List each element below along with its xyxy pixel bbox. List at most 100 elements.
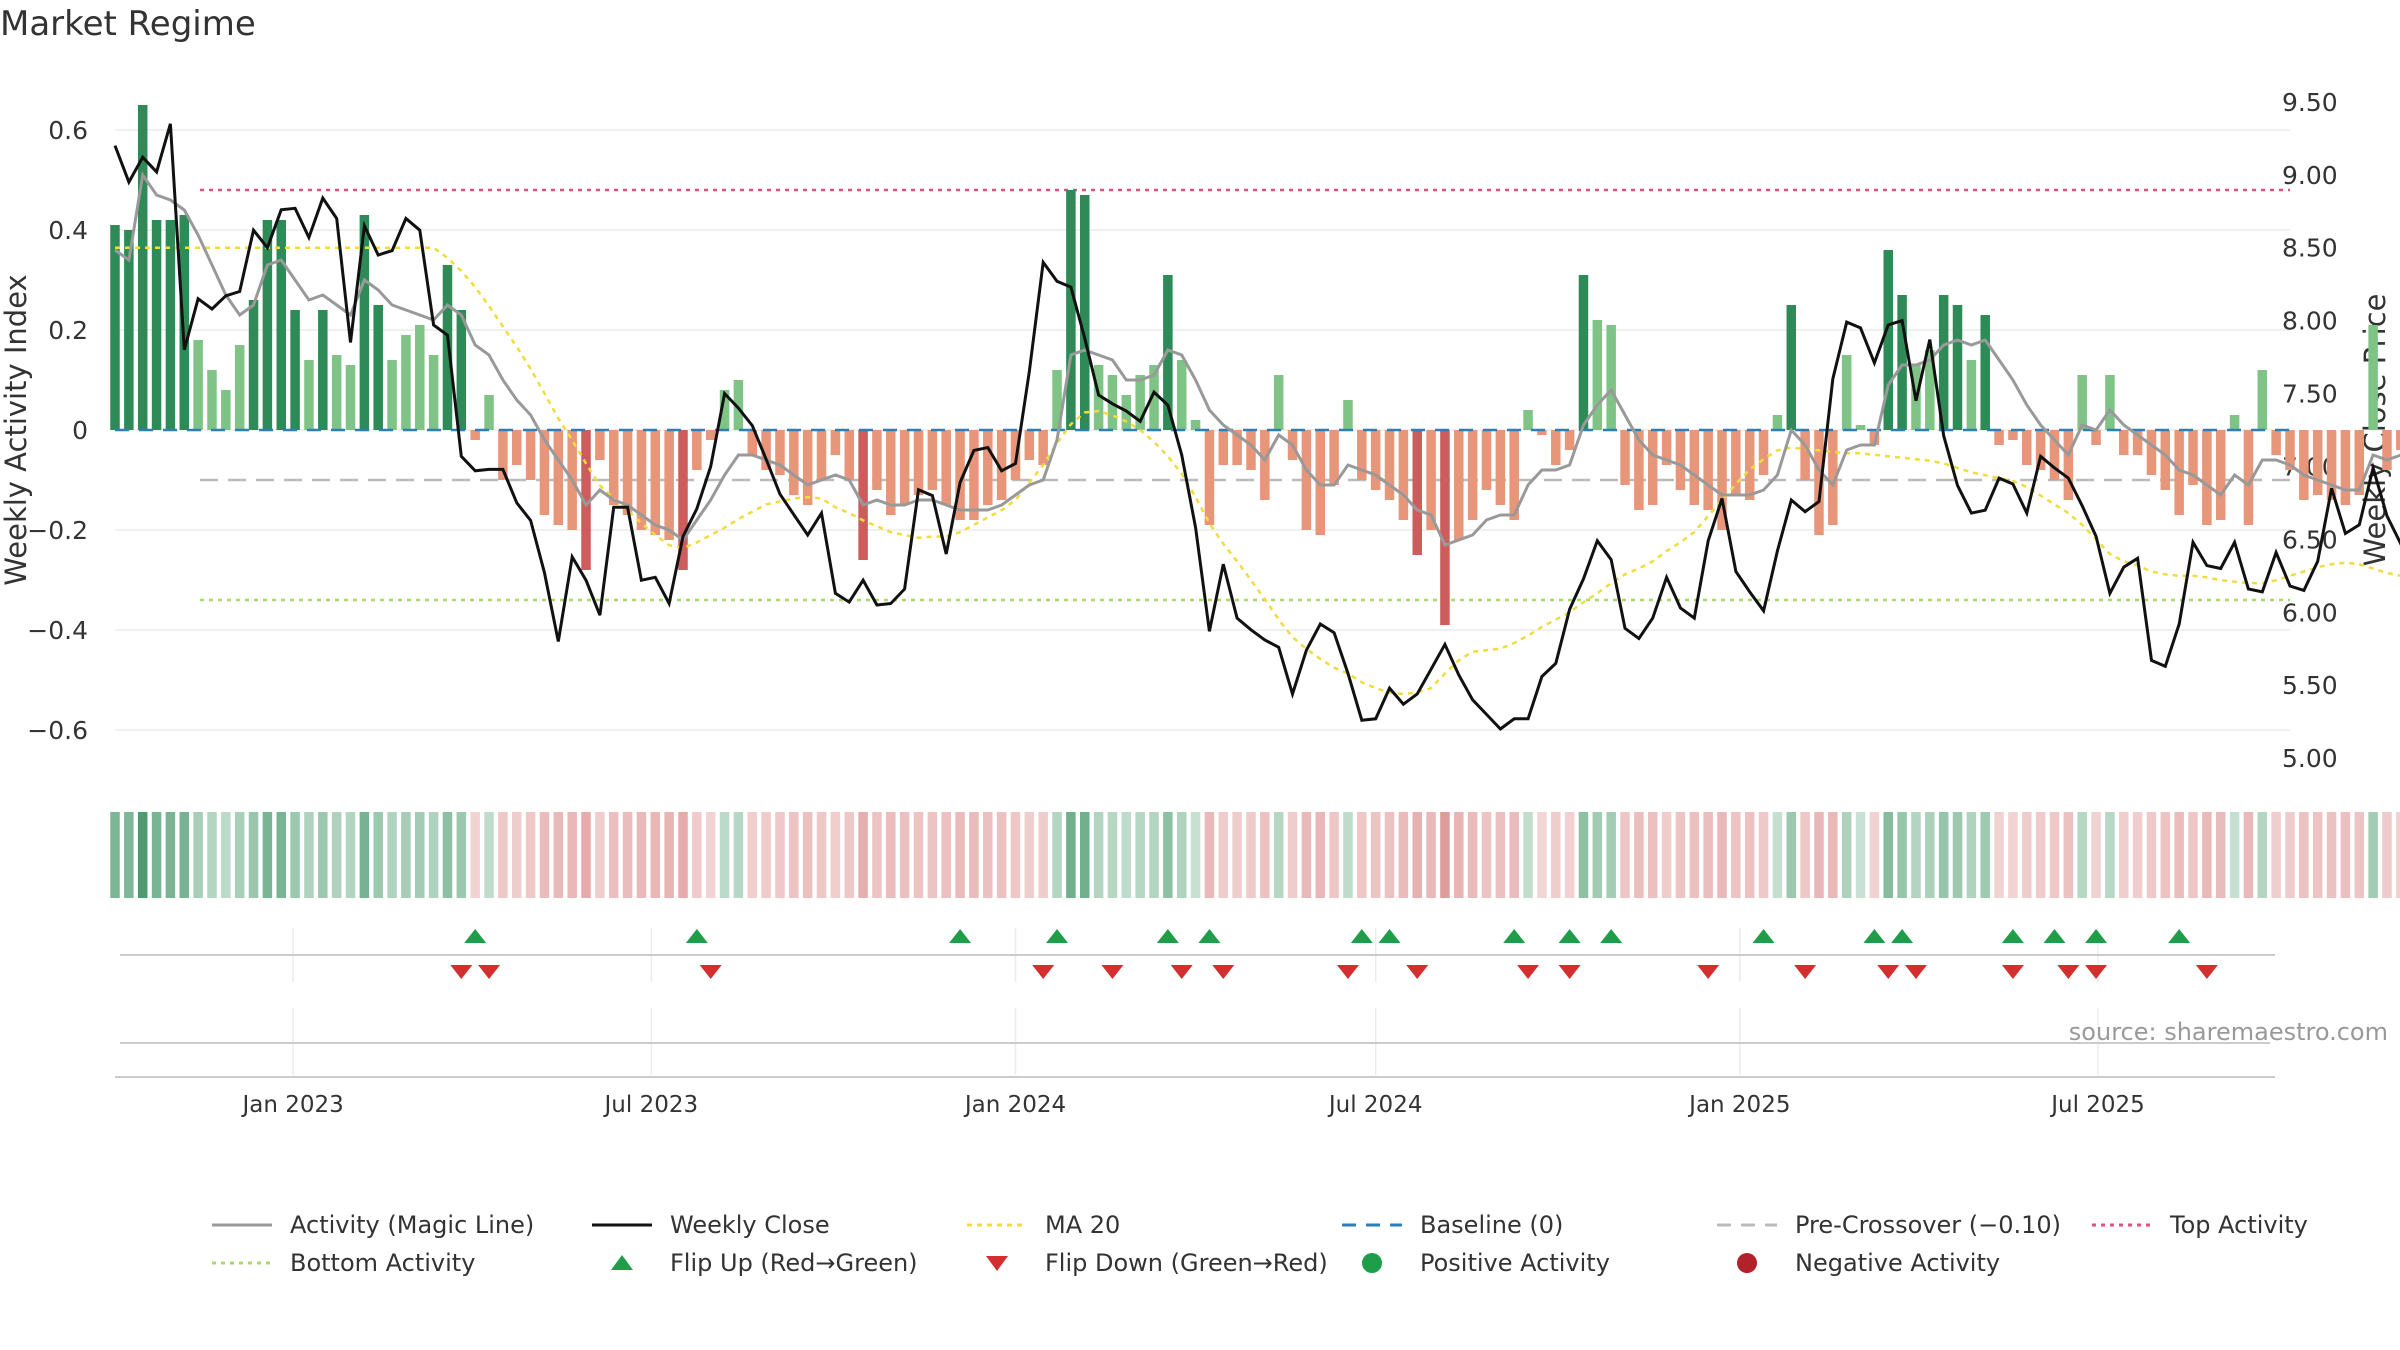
- regime-strip-cell: [1121, 812, 1132, 898]
- regime-strip-cell: [318, 812, 328, 898]
- flip-down-marker: [2085, 965, 2108, 979]
- activity-bar: [761, 430, 771, 470]
- flip-down-marker: [2195, 965, 2218, 979]
- activity-bar: [2312, 430, 2323, 495]
- regime-strip-cell: [1606, 812, 1616, 898]
- regime-strip-cell: [2202, 812, 2212, 898]
- flip-down-marker: [1904, 965, 1927, 979]
- flip-down-marker: [1697, 965, 1720, 979]
- flip-down-marker: [1212, 965, 1235, 979]
- flip-down-marker: [478, 965, 501, 979]
- regime-strip-cell: [858, 812, 868, 898]
- activity-bar: [1190, 420, 1201, 430]
- activity-bar: [608, 430, 619, 505]
- regime-strip-cell: [193, 812, 203, 898]
- activity-bar: [498, 430, 508, 480]
- activity-bar: [1786, 305, 1797, 430]
- flip-up-marker: [1558, 929, 1581, 943]
- regime-strip-cell: [678, 812, 688, 898]
- x-tick-label: Jan 2023: [240, 1092, 343, 1118]
- activity-bar: [830, 430, 841, 455]
- activity-bar: [1384, 430, 1395, 500]
- regime-strip-cell: [345, 812, 356, 898]
- activity-bar: [2174, 430, 2184, 515]
- regime-strip-cell: [442, 812, 453, 898]
- activity-bar: [1952, 305, 1963, 430]
- regime-strip-cell: [1814, 812, 1824, 898]
- regime-strip-cell: [1897, 812, 1907, 898]
- flip-down-marker: [1558, 965, 1581, 979]
- legend-label: Bottom Activity: [290, 1249, 476, 1277]
- weekly-close-line: [113, 123, 2400, 731]
- activity-bar: [221, 390, 231, 430]
- activity-bar: [1426, 430, 1436, 530]
- activity-bar: [1467, 430, 1478, 520]
- activity-bar: [1537, 430, 1547, 435]
- regime-strip-cell: [165, 812, 176, 898]
- regime-strip-cell: [1744, 812, 1755, 898]
- regime-strip-cell: [1260, 812, 1270, 898]
- activity-bar: [1343, 400, 1353, 430]
- activity-bar: [733, 380, 744, 430]
- regime-strip-cell: [1273, 812, 1284, 898]
- regime-strip-cell: [1052, 812, 1062, 898]
- activity-bar: [1149, 365, 1159, 430]
- regime-strip-cell: [1661, 812, 1672, 898]
- activity-bar: [207, 370, 217, 430]
- regime-strip-cell: [1315, 812, 1326, 898]
- regime-strip-cell: [2119, 812, 2129, 898]
- activity-bar: [511, 430, 522, 465]
- regime-strip-cell: [1010, 812, 1021, 898]
- activity-bar: [373, 305, 383, 430]
- activity-bar: [1079, 195, 1090, 430]
- regime-strip-cell: [1176, 812, 1187, 898]
- activity-bar: [248, 300, 259, 430]
- regime-strip-cell: [622, 812, 633, 898]
- activity-bar: [110, 225, 120, 430]
- activity-bar: [1315, 430, 1326, 535]
- activity-bar: [678, 430, 688, 570]
- regime-strip-cell: [941, 812, 951, 898]
- activity-bar: [1412, 430, 1422, 555]
- activity-bar: [331, 355, 342, 430]
- activity-bar: [1925, 350, 1935, 430]
- green-dot-icon: [1362, 1253, 1382, 1273]
- gray-dashed-line-icon: [1717, 1223, 1777, 1227]
- activity-bar: [2326, 430, 2337, 500]
- regime-strip-cell: [387, 812, 397, 898]
- activity-bar: [1301, 430, 1312, 530]
- regime-strip-cell: [1537, 812, 1547, 898]
- regime-strip-cell: [2354, 812, 2365, 898]
- regime-strip-cell: [1398, 812, 1409, 898]
- activity-bar: [2022, 430, 2032, 465]
- regime-strip-cell: [2188, 812, 2198, 898]
- regime-strip-cell: [747, 812, 758, 898]
- activity-bar: [2215, 430, 2226, 520]
- regime-strip-cell: [1163, 812, 1173, 898]
- flip-up-marker: [2001, 929, 2024, 943]
- regime-strip-cell: [2146, 812, 2157, 898]
- flip-down-marker: [450, 965, 473, 979]
- activity-bar: [2257, 370, 2268, 430]
- flip-down-marker: [1170, 965, 1193, 979]
- regime-strip-cell: [1357, 812, 1367, 898]
- regime-strip-cell: [1454, 812, 1464, 898]
- activity-bar: [1093, 365, 1104, 430]
- flip-up-marker: [1198, 929, 1221, 943]
- regime-strip-cell: [1509, 812, 1519, 898]
- red-dot-icon: [1737, 1253, 1757, 1273]
- activity-bar: [622, 430, 633, 515]
- activity-bar: [2368, 325, 2378, 430]
- activity-bar: [1855, 425, 1866, 430]
- activity-bar: [581, 430, 591, 570]
- activity-bar: [1689, 430, 1700, 505]
- regime-strip-cell: [110, 812, 120, 898]
- regime-strip-cell: [816, 812, 827, 898]
- activity-bar: [1246, 430, 1256, 470]
- regime-strip-cell: [179, 812, 190, 898]
- regime-strip-cell: [650, 812, 661, 898]
- flip-down-marker: [1336, 965, 1359, 979]
- activity-bar: [1038, 430, 1048, 465]
- y2-tick-label: 8.50: [2282, 234, 2338, 263]
- green-dotted-line-icon: [212, 1261, 272, 1265]
